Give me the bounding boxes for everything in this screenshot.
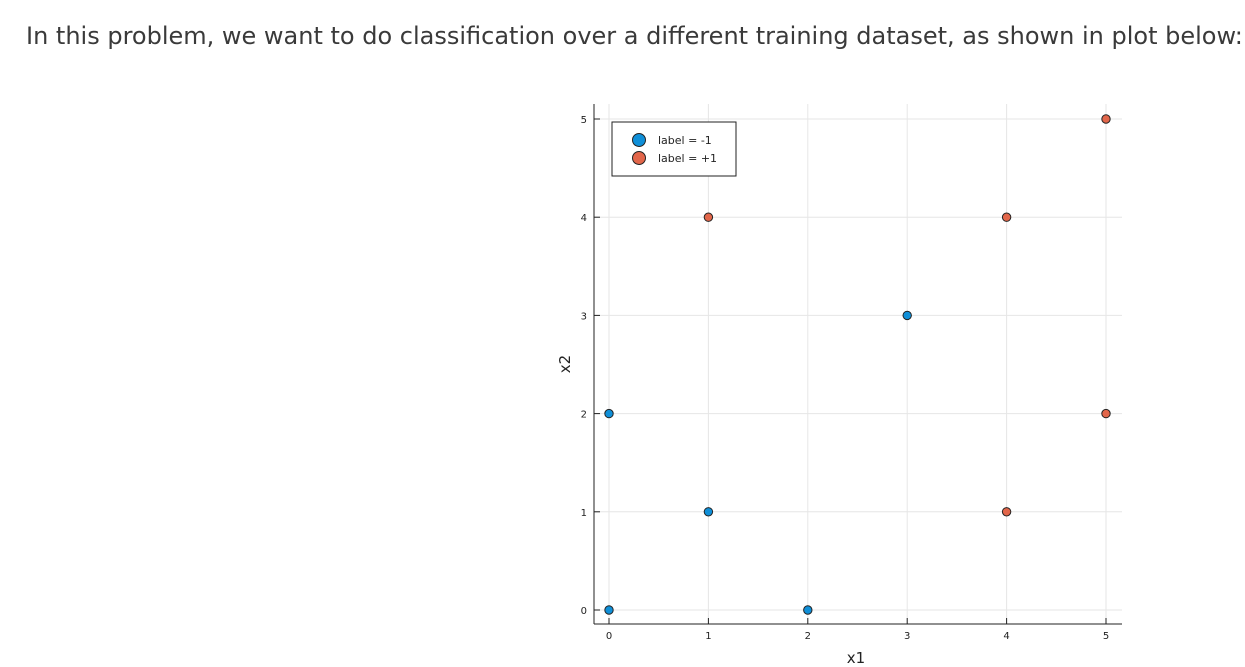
axes	[593, 104, 1122, 625]
x-tick-label: 1	[705, 631, 711, 642]
data-point-series-1	[604, 408, 614, 419]
data-point-series-1	[604, 605, 614, 615]
data-point-series-1	[703, 507, 714, 517]
data-point-series-1	[902, 310, 912, 321]
grid-lines	[594, 104, 1122, 624]
data-point-series-2	[1101, 114, 1111, 124]
x-tick-label: 2	[805, 631, 811, 642]
data-point-series-2	[1001, 507, 1012, 517]
y-tick-label: 2	[581, 410, 587, 421]
data-point-series-2	[703, 212, 714, 222]
x-axis-title: x1	[847, 649, 865, 667]
x-tick-label: 3	[904, 631, 910, 642]
y-tick-label: 1	[581, 508, 587, 519]
intro-text: In this problem, we want to do classific…	[26, 22, 1243, 50]
data-point-series-1	[803, 605, 813, 615]
x-tick-label: 0	[606, 631, 612, 642]
tick-labels: 0 1 2 3 4 5 0 1 2 3 4 5	[581, 115, 1110, 642]
legend-label-series-2: label = +1	[658, 152, 717, 165]
legend-box	[611, 121, 737, 177]
data-point-series-2	[1101, 408, 1111, 419]
x-tick-label: 5	[1103, 631, 1109, 642]
y-tick-label: 5	[581, 115, 587, 126]
y-axis-title: x2	[556, 355, 574, 373]
data-point-series-2	[1001, 212, 1012, 222]
data-points	[604, 114, 1111, 615]
y-tick-label: 4	[581, 213, 587, 224]
legend-marker-series-2	[632, 151, 646, 165]
legend-marker-series-1	[632, 133, 646, 147]
legend-label-series-1: label = -1	[658, 134, 712, 147]
y-tick-label: 0	[581, 606, 587, 617]
y-tick-label: 3	[581, 311, 587, 322]
x-tick-label: 4	[1003, 631, 1009, 642]
legend: label = -1 label = +1	[611, 121, 737, 177]
